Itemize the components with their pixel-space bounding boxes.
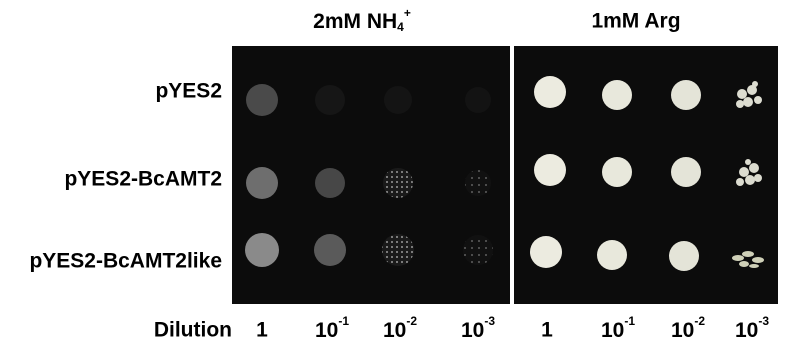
panel-header: 1mM Arg bbox=[591, 10, 680, 33]
colony-spot bbox=[315, 85, 345, 115]
colony-spot bbox=[314, 234, 346, 266]
colony-spot bbox=[534, 154, 566, 186]
colony-spot bbox=[245, 233, 279, 267]
colony-spot bbox=[383, 168, 413, 198]
colony-spot bbox=[465, 87, 491, 113]
colony-cluster bbox=[732, 251, 764, 268]
row-label: pYES2-BcAMT2 bbox=[64, 168, 222, 191]
colony-spot bbox=[597, 240, 627, 270]
colony-spot bbox=[384, 86, 412, 114]
colony-spot bbox=[530, 236, 562, 268]
colony-cluster bbox=[736, 159, 762, 186]
dilution-value: 10-1 bbox=[601, 314, 635, 341]
dilution-value: 10-1 bbox=[315, 314, 349, 341]
dilution-value: 1 bbox=[256, 319, 268, 342]
colony-spot bbox=[669, 241, 699, 271]
dilution-value: 10-2 bbox=[383, 314, 417, 341]
colony-spot bbox=[671, 157, 701, 187]
dilution-value: 10-3 bbox=[461, 314, 495, 341]
colony-spot bbox=[246, 84, 278, 116]
plate-image bbox=[232, 46, 510, 304]
dilution-value: 1 bbox=[541, 319, 553, 342]
dilution-value: 10-2 bbox=[671, 314, 705, 341]
colony-spot bbox=[602, 80, 632, 110]
row-label: pYES2-BcAMT2like bbox=[29, 250, 222, 273]
row-label: pYES2 bbox=[155, 80, 222, 103]
dilution-value: 10-3 bbox=[735, 314, 769, 341]
colony-spot bbox=[315, 168, 345, 198]
colony-spot bbox=[671, 80, 701, 110]
colony-spot bbox=[246, 167, 278, 199]
colony-spot bbox=[534, 76, 566, 108]
panel-header: 2mM NH4+ bbox=[313, 6, 411, 34]
colony-spot bbox=[382, 234, 414, 266]
dilution-label: Dilution bbox=[154, 319, 232, 342]
colony-spot bbox=[602, 157, 632, 187]
colony-cluster bbox=[736, 81, 762, 108]
colony-spot bbox=[463, 235, 493, 265]
colony-spot bbox=[465, 170, 491, 196]
